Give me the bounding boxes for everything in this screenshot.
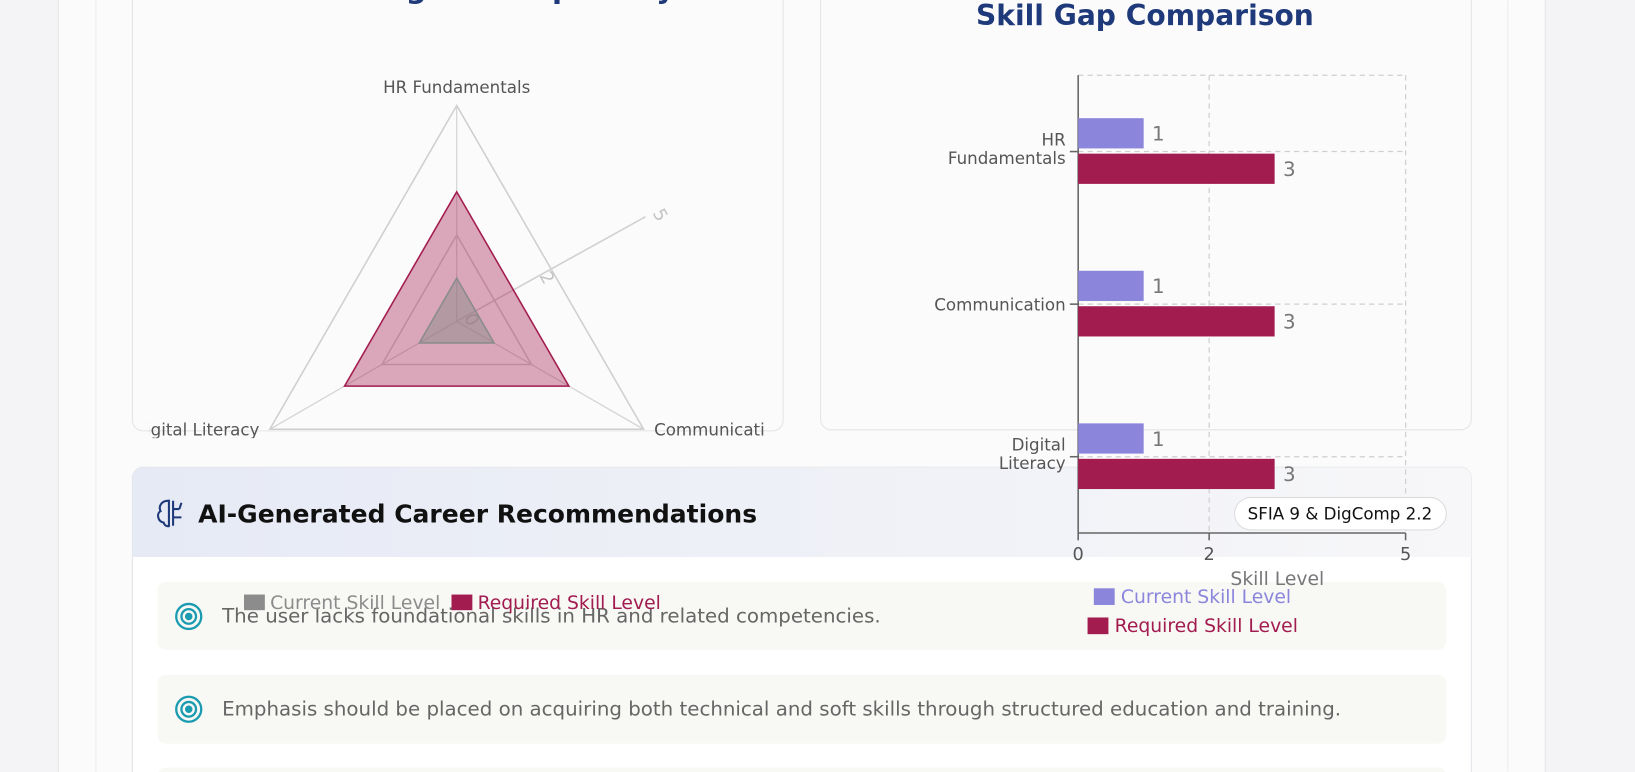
legend-swatch [243,594,265,611]
recommendation-text: Emphasis should be placed on acquiring b… [222,698,1341,721]
category-label: Digital Literacy [133,421,259,440]
value-label: 1 [1152,123,1165,146]
grid-ring [268,103,645,431]
x-tick-label: 2 [1204,545,1215,565]
legend-label: Current Skill Level [270,593,440,614]
chart-title: Skill Gap Comparison [976,0,1314,32]
recommendation-item [157,674,1447,744]
category-label: HR Fundamentals [943,130,1066,168]
bar-chart: 0 2 5 Skill Level HR Fundamentals 1 3 Communica… [934,74,1411,590]
chart-title: Skill Matching and Gap Analysis [194,0,720,5]
value-label: 1 [1152,428,1165,451]
x-tick-label: 5 [1400,545,1411,565]
category-label: Digital Literacy [994,435,1066,473]
legend-label: Required Skill Level [478,593,661,614]
x-tick-label: 0 [1073,545,1084,565]
bar [1078,118,1144,149]
legend-label: Required Skill Level [1115,616,1298,637]
category-label: HR Fundamentals [383,78,530,97]
legend-swatch [1093,588,1115,605]
value-label: 3 [1283,158,1296,181]
bar [1078,270,1144,302]
badge-text: SFIA 9 & DigComp 2.2 [1248,504,1433,523]
bar [1078,153,1275,184]
legend-swatch [451,594,473,611]
category-label: Communication [654,421,785,440]
x-axis-label: Skill Level [1230,569,1324,590]
bar [1078,458,1275,490]
recommendations-title: AI-Generated Career Recommendations [198,500,757,529]
bar [1078,306,1275,337]
radar-card [131,0,784,432]
recommendation-item [157,582,1447,650]
badge [1234,497,1447,531]
category-label: Communication [934,295,1065,314]
radial-axis [456,216,646,323]
value-label: 3 [1283,463,1296,486]
value-label: 3 [1283,311,1296,334]
recommendation-text: The user lacks foundational skills in HR… [221,605,881,628]
target-icon [175,602,203,631]
value-label: 1 [1152,275,1165,298]
legends: Current Skill Level Required Skill Level C… [243,587,1298,637]
radar-area [417,276,496,344]
legend-swatch [1087,617,1109,635]
recommendation-item [158,767,1446,772]
legend-label: Current Skill Level [1121,587,1291,608]
brain-icon [157,499,183,528]
target-icon [175,695,203,723]
bar [1078,423,1144,454]
bar-card [820,0,1472,431]
